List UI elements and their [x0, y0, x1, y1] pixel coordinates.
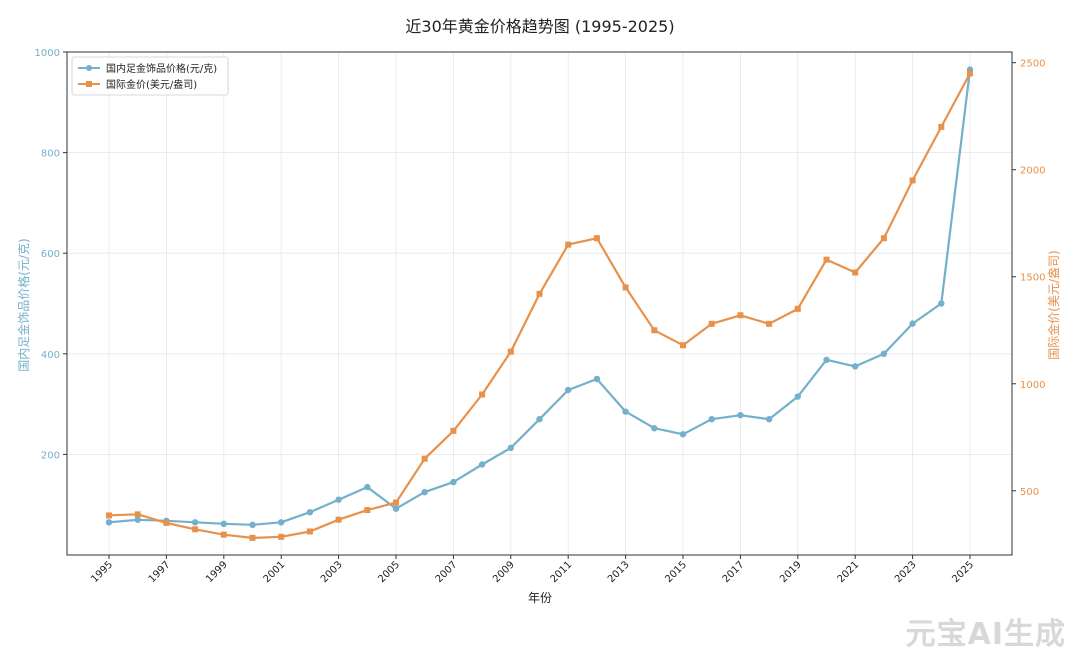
data-point	[421, 455, 428, 462]
data-point	[306, 509, 314, 516]
data-point	[479, 391, 486, 398]
data-point	[335, 516, 342, 523]
legend: 国内足金饰品价格(元/克) 国际金价(美元/盎司)	[71, 56, 229, 96]
data-point	[679, 431, 687, 438]
y-axis-left-label: 国内足金饰品价格(元/克)	[16, 238, 31, 371]
data-point	[421, 488, 428, 496]
data-point	[651, 425, 658, 432]
legend-swatch-marker	[86, 65, 92, 71]
data-point	[622, 408, 629, 415]
data-point	[794, 305, 801, 312]
legend-swatch-marker	[86, 81, 92, 87]
series	[105, 66, 974, 541]
data-point	[105, 519, 113, 526]
data-point	[737, 312, 744, 319]
data-point	[450, 427, 457, 434]
data-point	[565, 386, 572, 394]
data-point	[249, 534, 256, 541]
y-left-tick-label: 600	[41, 249, 60, 260]
data-point	[622, 284, 629, 291]
legend-label: 国内足金饰品价格(元/克)	[106, 62, 217, 75]
data-point	[134, 511, 141, 518]
data-point	[278, 519, 285, 526]
data-point	[106, 512, 112, 519]
data-point	[192, 526, 199, 533]
data-point	[651, 327, 658, 334]
data-point	[249, 521, 256, 529]
data-point	[766, 320, 773, 327]
data-point	[708, 415, 715, 423]
data-point	[794, 393, 801, 400]
plot-frame	[66, 51, 1013, 556]
data-point	[565, 241, 572, 248]
y-right-tick-label: 2000	[1020, 166, 1045, 177]
data-point	[478, 461, 486, 468]
y-left-tick-label: 800	[41, 149, 60, 160]
y-left-tick-label: 400	[41, 350, 60, 361]
grid	[67, 51, 1012, 555]
data-point	[507, 348, 514, 355]
y-left-tick-label: 200	[41, 450, 60, 461]
data-point	[364, 483, 371, 491]
data-point	[163, 519, 170, 526]
data-point	[967, 70, 973, 77]
data-point	[823, 256, 830, 263]
data-point	[880, 350, 888, 357]
data-point	[220, 531, 227, 538]
x-axis-label: 年份	[528, 591, 552, 605]
data-point	[278, 533, 285, 540]
y-right-tick-label: 1000	[1020, 380, 1045, 391]
data-point	[909, 177, 916, 184]
data-point	[680, 342, 686, 349]
y-axis-right-label: 国际金价(美元/盎司)	[1046, 250, 1061, 359]
data-point	[765, 415, 773, 423]
y-right-tick-label: 500	[1020, 487, 1039, 498]
data-point	[938, 300, 945, 307]
data-point	[335, 496, 342, 503]
y-left-tick-label: 1000	[35, 48, 60, 59]
legend-box	[71, 56, 229, 96]
data-point	[823, 356, 830, 364]
data-point	[450, 478, 457, 486]
data-point	[593, 235, 600, 242]
data-point	[134, 516, 141, 523]
data-point	[593, 375, 601, 383]
data-point	[737, 411, 744, 419]
y-right-tick-label: 2500	[1020, 59, 1045, 70]
data-point	[909, 320, 916, 327]
data-point	[938, 123, 945, 130]
watermark: 元宝AI生成	[905, 617, 1066, 652]
data-point	[880, 235, 887, 242]
data-point	[708, 320, 715, 327]
data-point	[364, 507, 371, 514]
data-point	[220, 520, 227, 528]
data-point	[507, 444, 514, 452]
data-point	[306, 528, 313, 535]
legend-label: 国际金价(美元/盎司)	[106, 78, 197, 91]
data-point	[852, 269, 859, 276]
data-point	[536, 290, 543, 297]
data-point	[536, 415, 543, 423]
data-point	[191, 519, 199, 526]
data-point	[852, 363, 859, 370]
chart-title: 近30年黄金价格趋势图 (1995-2025)	[405, 17, 674, 36]
data-point	[392, 505, 400, 512]
y-right-tick-label: 1500	[1020, 273, 1045, 284]
data-point	[393, 499, 399, 506]
